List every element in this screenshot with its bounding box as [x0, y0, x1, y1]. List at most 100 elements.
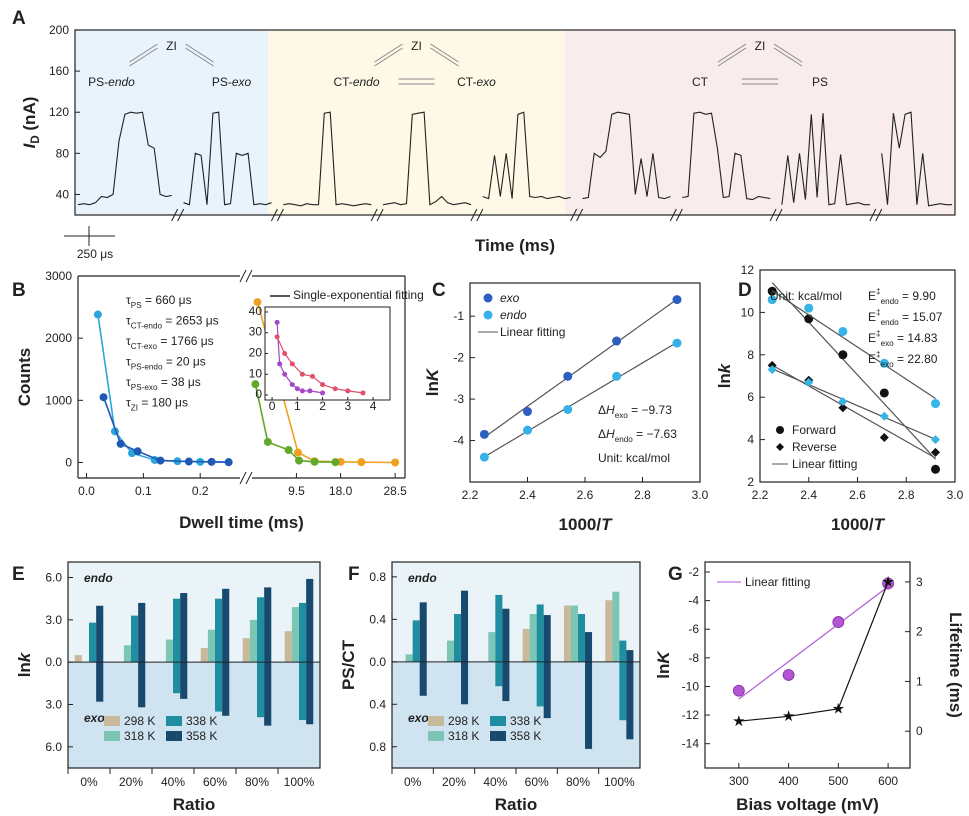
y-tick-label: 2000 — [45, 331, 72, 345]
text-part: = 15.07 — [899, 310, 943, 324]
y-tick-label: 2 — [747, 475, 754, 489]
bar — [215, 598, 223, 663]
text-part: = 14.83 — [894, 331, 938, 345]
y-tick-label: -2 — [688, 565, 699, 579]
legend-swatch — [104, 716, 120, 726]
text-part: E — [868, 331, 876, 345]
scheme-arrow — [773, 47, 803, 67]
text-part: T — [601, 515, 613, 534]
bar — [570, 605, 578, 662]
bar — [180, 593, 188, 663]
marker — [767, 365, 777, 375]
text-part: CT- — [333, 75, 352, 89]
text-part: E — [868, 352, 876, 366]
marker — [931, 435, 940, 445]
y-tick-label: 0 — [65, 455, 72, 469]
half-label: endo — [84, 571, 113, 585]
y-tick-label: -12 — [682, 708, 700, 722]
x-tick-label: 60% — [525, 775, 549, 789]
plot-frame — [704, 561, 911, 769]
bar — [529, 614, 537, 662]
y-tick-label: 0.0 — [369, 655, 386, 669]
x-tick-label: 0.0 — [78, 484, 95, 498]
marker — [879, 432, 889, 442]
panel-letter: E — [12, 564, 25, 585]
x-tick-label: 80% — [566, 775, 590, 789]
legend-entry: τCT-endo = 2653 μs — [126, 314, 219, 331]
bar — [96, 662, 104, 702]
panel-letter: C — [432, 280, 446, 301]
scheme-arrow — [129, 47, 158, 67]
legend-entry: endo — [500, 308, 527, 322]
fit-line — [484, 298, 678, 438]
bar — [299, 662, 307, 721]
text-part: ln — [423, 381, 442, 396]
marker — [391, 458, 400, 467]
text-part: = 9.90 — [899, 289, 936, 303]
x-tick-label: 2.2 — [462, 488, 479, 502]
inset-y-tick-label: 0 — [255, 387, 262, 401]
y-tick-label: 120 — [49, 105, 69, 119]
inset-x-tick-label: 4 — [370, 399, 377, 413]
text-part: 1000/ — [559, 515, 602, 534]
marker — [320, 382, 326, 388]
text-part: PS- — [212, 75, 232, 89]
text-part: exo — [615, 411, 629, 420]
scheme-arrow — [374, 43, 403, 63]
y-tick-label: -4 — [453, 434, 464, 448]
bar — [454, 614, 462, 662]
marker — [332, 386, 338, 392]
x-tick-label: 0% — [404, 775, 422, 789]
marker — [307, 388, 313, 394]
marker — [295, 456, 304, 465]
text-part: T — [874, 515, 886, 534]
text-part: exo — [881, 360, 895, 369]
marker — [776, 443, 784, 451]
marker — [523, 425, 532, 435]
y-tick-label: 6 — [747, 390, 754, 404]
text-part: 1000/ — [831, 515, 874, 534]
y-tick-label: 0.4 — [369, 697, 386, 711]
bar — [215, 662, 223, 712]
legend-entry: 358 K — [186, 729, 217, 743]
bar — [138, 602, 146, 663]
text-part: = −7.63 — [633, 427, 677, 441]
y-tick-label: 0.8 — [369, 740, 386, 754]
x-tick-label: 2.8 — [634, 488, 651, 502]
bar — [563, 605, 571, 662]
legend-entry: Forward — [792, 423, 836, 437]
text-part: endo — [353, 75, 380, 89]
marker — [224, 458, 233, 467]
marker — [282, 351, 288, 356]
x-tick-label: 20% — [442, 775, 466, 789]
marker — [838, 396, 848, 406]
marker — [360, 390, 366, 396]
x-tick-label: 60% — [203, 775, 227, 789]
bar — [536, 604, 544, 662]
x-tick-label: 40% — [483, 775, 507, 789]
half-label: exo — [84, 711, 105, 725]
legend-entry: 338 K — [510, 714, 541, 728]
scheme-state: ZI — [166, 39, 177, 53]
legend-entry: Linear fitting — [792, 457, 857, 471]
marker — [293, 448, 302, 457]
marker — [931, 447, 940, 457]
x-tick-label: 100% — [604, 775, 635, 789]
bar — [200, 648, 208, 663]
marker — [263, 437, 272, 446]
bar — [96, 605, 104, 663]
text-part: = −9.73 — [628, 403, 672, 417]
marker — [612, 371, 622, 381]
text-part: E — [868, 289, 876, 303]
text-part: exo — [881, 339, 895, 348]
y-axis-title: Counts — [15, 348, 34, 407]
scheme-state: PS-endo — [88, 75, 135, 89]
text-part: = 2653 μs — [162, 314, 219, 328]
bar — [257, 597, 265, 663]
text-part: endo — [615, 435, 634, 444]
scheme-arrow — [129, 43, 158, 63]
text-part: exo — [476, 75, 496, 89]
bar — [138, 662, 146, 708]
text-part: ‡ — [876, 287, 881, 296]
text-part: = 20 μs — [163, 355, 206, 369]
